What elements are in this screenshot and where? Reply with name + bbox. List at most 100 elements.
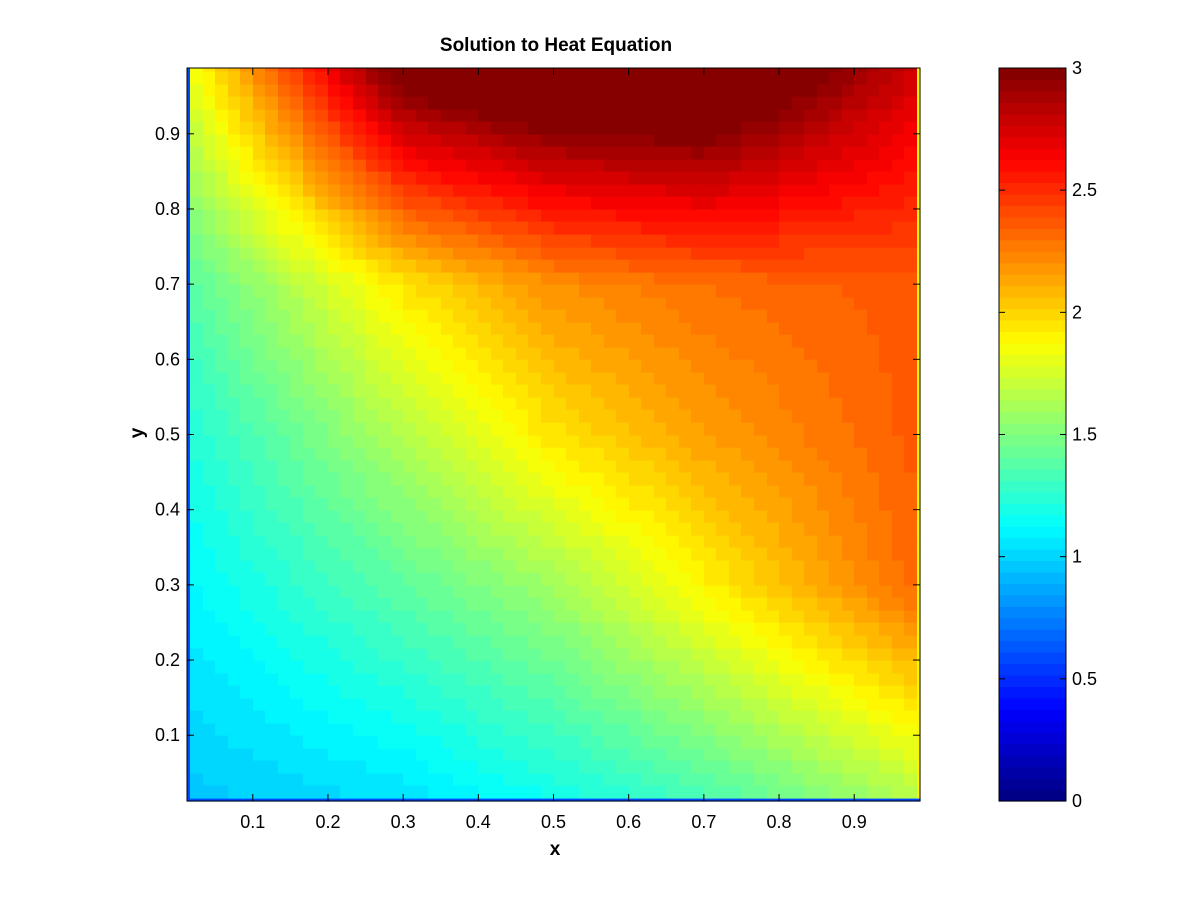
heatmap-cell — [679, 610, 692, 623]
heatmap-cell — [403, 447, 417, 461]
heatmap-cell — [654, 773, 667, 786]
heatmap-cell — [290, 635, 304, 649]
heatmap-cell — [441, 585, 454, 598]
heatmap-cell — [403, 284, 417, 298]
heatmap-cell — [416, 472, 429, 486]
heatmap-cell — [391, 535, 404, 548]
heatmap-cell — [892, 510, 905, 523]
heatmap-cell — [741, 648, 755, 661]
heatmap-cell — [315, 435, 329, 448]
heatmap-cell — [904, 497, 918, 511]
heatmap-cell — [579, 710, 592, 724]
heatmap-cell — [265, 447, 279, 461]
heatmap-cell — [366, 96, 379, 110]
heatmap-cell — [716, 196, 730, 210]
heatmap-cell — [629, 409, 642, 423]
heatmap-cell — [516, 422, 529, 436]
heatmap-cell — [240, 585, 254, 598]
heatmap-cell — [516, 622, 529, 636]
heatmap-cell — [817, 673, 830, 686]
heatmap-cell — [187, 723, 191, 736]
heatmap-cell — [904, 121, 918, 135]
heatmap-cell — [554, 171, 567, 185]
heatmap-cell — [528, 334, 542, 348]
heatmap-cell — [817, 447, 830, 461]
heatmap-cell — [779, 585, 793, 598]
heatmap-cell — [516, 247, 529, 260]
heatmap-cell — [528, 297, 542, 310]
heatmap-cell — [416, 698, 429, 711]
heatmap-cell — [741, 359, 755, 373]
heatmap-cell — [328, 71, 341, 85]
heatmap-cell — [716, 735, 730, 749]
heatmap-cell — [691, 347, 705, 360]
heatmap-cell — [478, 798, 492, 802]
heatmap-cell — [842, 610, 855, 623]
heatmap-cell — [353, 510, 367, 523]
heatmap-cell — [666, 597, 680, 611]
heatmap-cell — [879, 409, 893, 423]
heatmap-cell — [641, 748, 655, 761]
heatmap-cell — [503, 510, 517, 523]
heatmap-cell — [629, 397, 642, 410]
heatmap-cell — [366, 648, 379, 661]
heatmap-cell — [554, 773, 567, 786]
heatmap-cell — [792, 635, 805, 649]
heatmap-cell — [779, 572, 793, 586]
heatmap-cell — [366, 359, 379, 373]
heatmap-cell — [854, 773, 868, 786]
heatmap-cell — [729, 347, 742, 360]
heatmap-cell — [516, 435, 529, 448]
heatmap-cell — [654, 159, 667, 172]
heatmap-cell — [328, 560, 341, 573]
heatmap-cell — [554, 535, 567, 548]
heatmap-cell — [416, 648, 429, 661]
heatmap-cell — [403, 698, 417, 711]
heatmap-cell — [366, 460, 379, 473]
heatmap-cell — [804, 723, 818, 736]
heatmap-cell — [654, 247, 667, 260]
heatmap-cell — [716, 384, 730, 398]
heatmap-cell — [654, 447, 667, 461]
heatmap-cell — [691, 259, 705, 273]
heatmap-cell — [879, 610, 893, 623]
heatmap-cell — [290, 372, 304, 385]
heatmap-cell — [767, 460, 780, 473]
heatmap-cell — [767, 535, 780, 548]
heatmap-cell — [591, 635, 605, 649]
heatmap-cell — [453, 585, 467, 598]
colorbar-segment — [999, 560, 1066, 573]
heatmap-cell — [904, 146, 918, 160]
heatmap-cell — [729, 334, 742, 348]
heatmap-cell — [328, 798, 341, 802]
heatmap-cell — [716, 209, 730, 222]
heatmap-cell — [290, 334, 304, 348]
heatmap-cell — [478, 322, 492, 335]
heatmap-cell — [491, 535, 504, 548]
heatmap-cell — [541, 497, 555, 511]
heatmap-cell — [616, 121, 630, 135]
heatmap-cell — [767, 221, 780, 235]
heatmap-cell — [516, 597, 529, 611]
heatmap-cell — [441, 798, 454, 802]
heatmap-cell — [328, 209, 341, 222]
heatmap-cell — [353, 109, 367, 122]
heatmap-cell — [892, 535, 905, 548]
heatmap-cell — [340, 585, 354, 598]
heatmap-cell — [641, 372, 655, 385]
heatmap-cell — [391, 773, 404, 786]
heatmap-cell — [290, 723, 304, 736]
heatmap-cell — [566, 322, 580, 335]
heatmap-cell — [817, 522, 830, 536]
heatmap-cell — [528, 422, 542, 436]
heatmap-cell — [892, 447, 905, 461]
heatmap-cell — [792, 660, 805, 674]
heatmap-cell — [190, 171, 204, 185]
heatmap-cell — [378, 259, 392, 273]
heatmap-cell — [516, 510, 529, 523]
heatmap-cell — [403, 723, 417, 736]
heatmap-cell — [378, 660, 392, 674]
heatmap-cell — [792, 322, 805, 335]
heatmap-cell — [378, 723, 392, 736]
